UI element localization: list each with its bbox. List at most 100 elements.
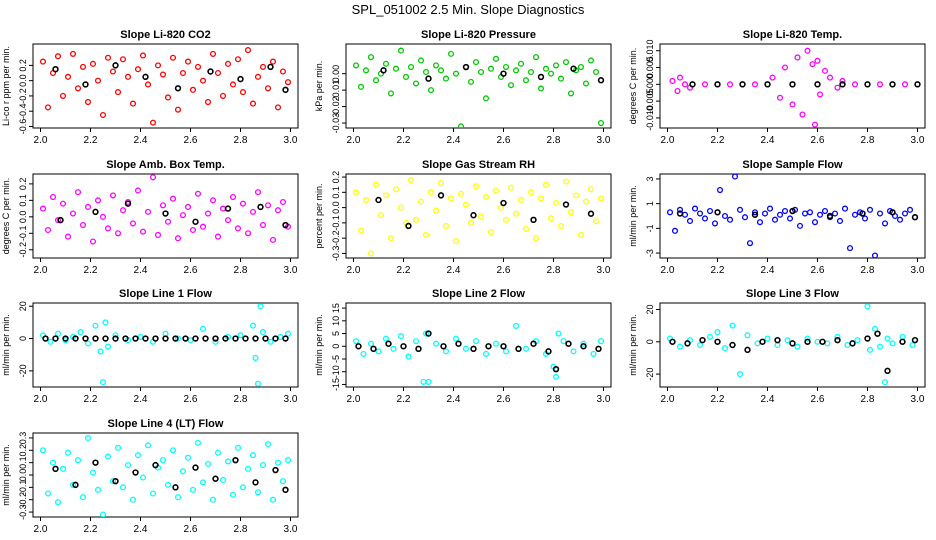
data-point [214, 233, 222, 240]
data-point [149, 119, 157, 126]
data-point [89, 469, 97, 476]
x-tick-label: 3.0 [284, 135, 298, 146]
data-point [372, 77, 380, 84]
data-point [497, 204, 505, 211]
data-point [249, 100, 257, 107]
data-point [826, 74, 834, 81]
highlight-point [889, 81, 896, 88]
highlight-point [262, 335, 269, 342]
highlight-point [92, 459, 99, 466]
data-point [422, 232, 430, 239]
data-point [676, 74, 684, 81]
data-point [562, 59, 570, 66]
chart-panel-temp: Slope Li-820 Temp. 2.0 2.2 2.4 2.6 2.8 3.0 -0.0… [628, 29, 926, 146]
data-point [522, 77, 530, 84]
data-point [567, 209, 575, 216]
highlight-point [751, 211, 759, 218]
x-tick-label: 2.4 [134, 265, 148, 276]
data-point [512, 322, 520, 329]
highlight-point [676, 210, 684, 217]
x-tick-label: 2.2 [397, 135, 411, 146]
data-point [796, 222, 804, 229]
data-point [104, 54, 112, 61]
data-point [69, 481, 77, 488]
data-point [407, 177, 415, 184]
highlight-point [914, 81, 921, 88]
data-point [360, 350, 367, 357]
data-point [264, 202, 272, 209]
chart-title: Slope Gas Stream RH [422, 159, 535, 171]
data-point [174, 494, 182, 501]
data-point [876, 210, 884, 217]
data-point [597, 195, 605, 202]
data-point [199, 77, 207, 84]
data-point [472, 59, 480, 66]
data-point [129, 496, 137, 503]
data-point [189, 86, 197, 93]
data-point [49, 194, 57, 201]
data-point [577, 232, 585, 239]
y-axis-label: ml/min per min. [314, 314, 324, 376]
data-point [741, 214, 749, 221]
data-point [274, 459, 282, 466]
data-point [771, 216, 779, 223]
y-tick-label: 0.2 [18, 444, 28, 457]
data-point [816, 91, 824, 98]
y-tick-label: -5 [331, 355, 341, 363]
highlight-point [192, 464, 199, 471]
highlight-point [222, 335, 229, 342]
highlight-point [212, 335, 219, 342]
data-point [909, 341, 916, 349]
data-point [834, 333, 841, 340]
x-tick-label: 2.4 [134, 135, 148, 146]
data-point [751, 81, 759, 88]
x-tick-label: 2.6 [184, 394, 198, 405]
highlight-point [774, 336, 781, 344]
y-tick-label: -0.010 [645, 105, 655, 131]
data-point [189, 486, 197, 493]
data-point [422, 68, 430, 76]
data-point [64, 73, 72, 80]
data-point [570, 348, 577, 355]
data-point [362, 196, 370, 204]
x-tick-label: 2.0 [34, 135, 48, 146]
y-tick-label: 0.2 [18, 59, 28, 72]
highlight-point [124, 200, 132, 207]
data-point [582, 198, 590, 205]
data-point [432, 207, 440, 214]
highlight-point [562, 201, 570, 208]
highlight-point [212, 475, 219, 482]
highlight-point [597, 77, 605, 84]
highlight-point [874, 330, 881, 337]
data-point [472, 183, 480, 190]
data-point [507, 82, 515, 89]
chart-panel-line4: Slope Line 4 (LT) Flow 2.0 2.2 2.4 2.6 2.8 3.0… [1, 418, 299, 535]
data-point [84, 340, 92, 347]
data-point [179, 212, 187, 219]
data-point [144, 81, 152, 88]
data-point [382, 192, 390, 199]
data-point [527, 68, 535, 76]
highlight-point [530, 216, 537, 224]
data-point [876, 81, 884, 88]
y-tick-label: 0.1 [331, 186, 341, 199]
data-point [901, 210, 909, 217]
y-tick-label: 0.0 [18, 74, 28, 87]
data-point [254, 189, 262, 196]
x-tick-label: 2.2 [397, 265, 411, 276]
data-point [184, 454, 192, 461]
highlight-point [370, 345, 377, 353]
highlight-point [744, 346, 751, 354]
x-tick-label: 2.2 [711, 135, 725, 146]
data-point [472, 338, 480, 345]
data-point [437, 67, 445, 74]
y-tick-label: 0.000 [645, 73, 655, 96]
y-axis-label: degrees C per min. [628, 48, 638, 125]
data-point [219, 476, 227, 483]
data-point [112, 332, 119, 339]
chart-title: Slope Line 3 Flow [746, 288, 839, 300]
highlight-point [739, 81, 746, 88]
highlight-point [237, 75, 244, 83]
highlight-point [282, 486, 289, 494]
